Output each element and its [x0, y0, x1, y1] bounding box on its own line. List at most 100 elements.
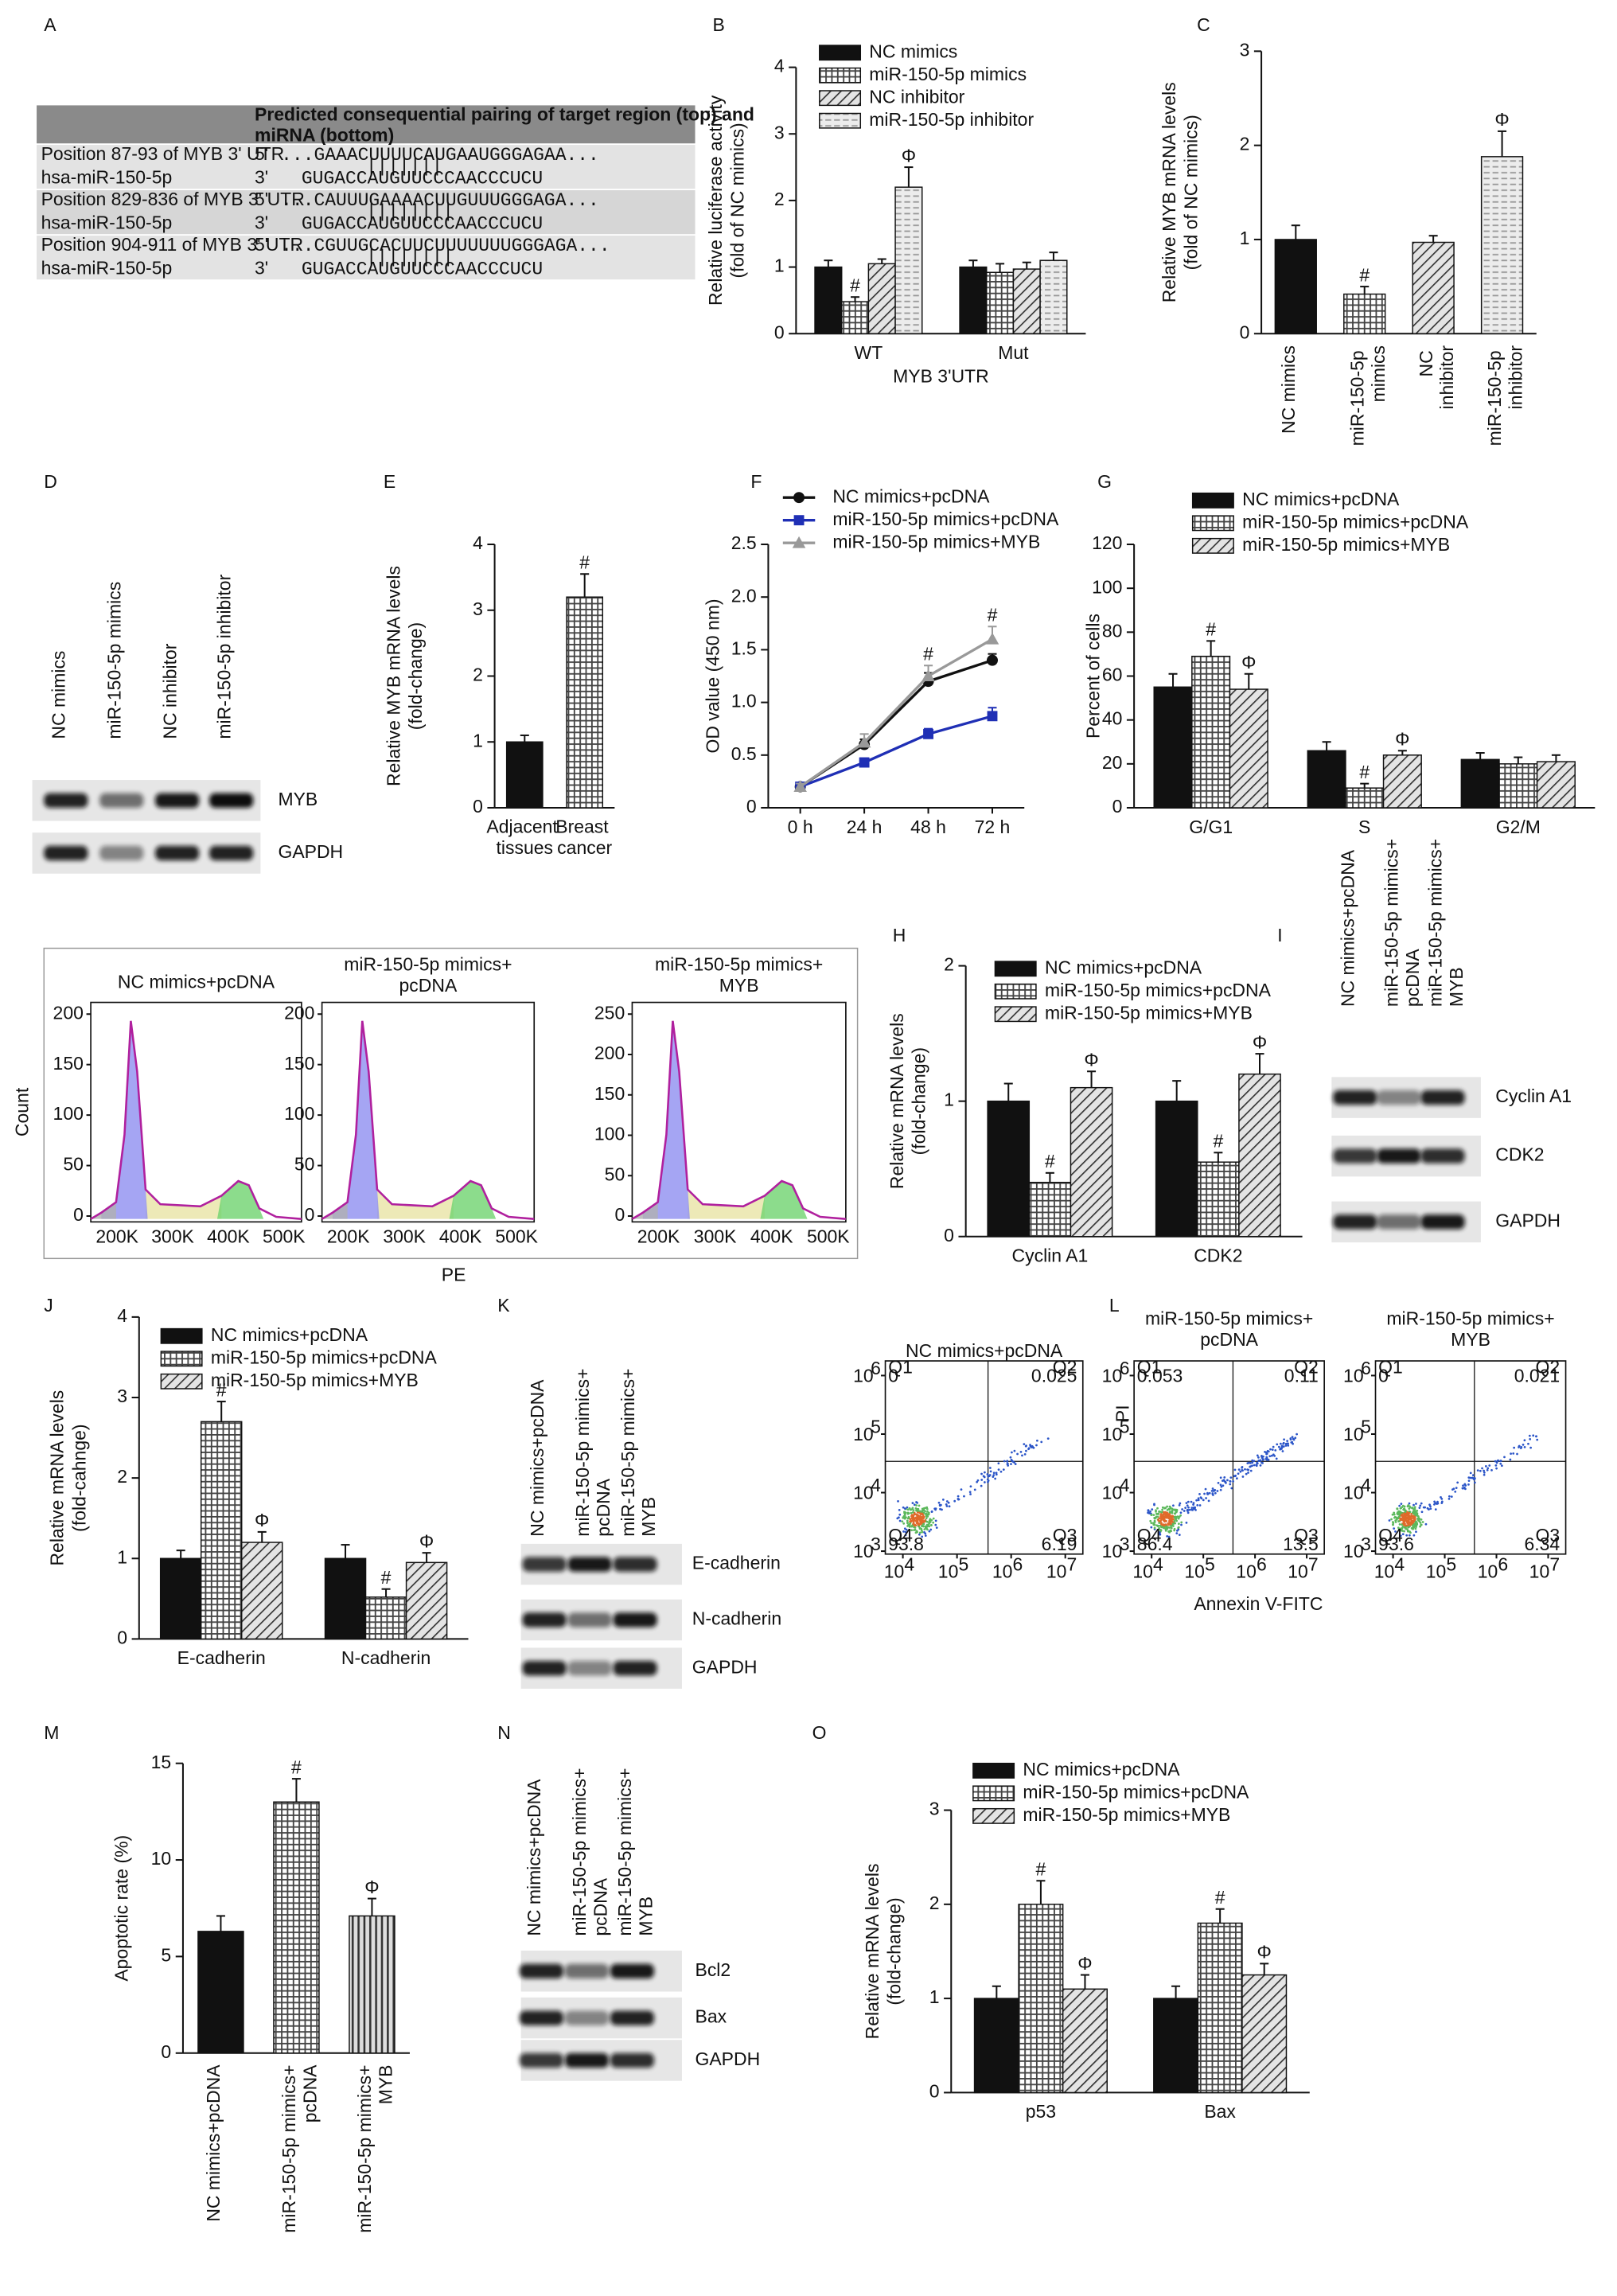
mirna-seq: GUGACCAUGUUCCCAACCCUCU: [302, 168, 543, 189]
event-dot: [903, 1517, 906, 1520]
event-dot: [1265, 1457, 1268, 1460]
quadrant-name: Q4: [1137, 1525, 1162, 1546]
legend-label: miR-150-5p mimics+pcDNA: [1242, 511, 1469, 532]
bar: [987, 1100, 1031, 1238]
x-tick-label: N-cadherin: [341, 1647, 431, 1668]
event-dot: [1147, 1509, 1150, 1511]
quadrant-value: 86.4: [1137, 1534, 1173, 1554]
event-dot: [925, 1525, 929, 1528]
event-dot: [1164, 1525, 1167, 1528]
event-dot: [1419, 1522, 1422, 1524]
event-dot: [957, 1498, 960, 1500]
event-dot: [1494, 1460, 1497, 1463]
x-tick-label: G2/M: [1496, 817, 1541, 837]
tick-exponent: 6: [1257, 1554, 1267, 1575]
significance-marker: #: [1036, 1858, 1046, 1879]
event-dot: [1462, 1484, 1464, 1487]
panel-letter: L: [1109, 1295, 1120, 1316]
y-tick-label: 2: [117, 1466, 127, 1487]
event-dot: [1186, 1504, 1189, 1507]
event-dot: [1495, 1467, 1498, 1470]
event-dot: [1185, 1522, 1188, 1524]
event-dot: [1185, 1502, 1188, 1504]
event-dot: [1398, 1523, 1401, 1526]
event-dot: [921, 1515, 924, 1518]
event-dot: [1407, 1523, 1410, 1526]
y-tick-label: 200: [594, 1043, 625, 1063]
event-dot: [1499, 1462, 1502, 1465]
blot-band: [209, 793, 254, 808]
event-dot: [909, 1522, 911, 1526]
event-dot: [1153, 1526, 1156, 1530]
event-dot: [1158, 1531, 1161, 1534]
event-dot: [1168, 1505, 1171, 1508]
event-dot: [1292, 1437, 1295, 1440]
target-seq: ...CAUUUGAAAACUUGUUUGGGAGA...: [281, 190, 599, 211]
lane-label: NC mimics+pcDNA: [527, 1379, 547, 1537]
event-dot: [1388, 1519, 1391, 1522]
tick-exponent: 7: [1067, 1554, 1077, 1575]
event-dot: [1510, 1452, 1512, 1455]
event-dot: [1256, 1461, 1258, 1464]
event-dot: [902, 1506, 905, 1509]
event-dot: [926, 1511, 929, 1513]
event-dot: [1448, 1498, 1451, 1500]
bar: [1460, 758, 1500, 809]
y-tick-label: 1: [944, 1090, 954, 1110]
event-dot: [1393, 1527, 1396, 1530]
event-dot: [1161, 1516, 1163, 1518]
event-dot: [1412, 1512, 1416, 1515]
bar: [1062, 1988, 1108, 2094]
event-dot: [1159, 1513, 1163, 1515]
quadrant-name: Q3: [1536, 1525, 1561, 1546]
y-tick-label: 3: [1240, 39, 1250, 60]
event-dot: [1206, 1491, 1209, 1495]
blot-band: [613, 1612, 657, 1627]
y-tick-label: 50: [63, 1154, 84, 1175]
x-tick-label: NC mimics: [1278, 345, 1299, 434]
event-dot: [1187, 1506, 1190, 1509]
y-axis-label: Relative luciferase activity: [705, 95, 726, 306]
event-dot: [913, 1524, 916, 1527]
band-label: GAPDH: [278, 841, 343, 862]
event-dot: [1408, 1511, 1411, 1514]
event-dot: [1204, 1487, 1207, 1491]
quadrant-name: Q4: [1378, 1525, 1403, 1546]
event-dot: [1237, 1472, 1240, 1475]
event-dot: [980, 1472, 983, 1475]
pairing: |||||||: [366, 157, 443, 177]
event-dot: [995, 1473, 998, 1476]
event-dot: [983, 1475, 986, 1479]
bar: [159, 1557, 202, 1640]
y-axis-label: Apoptotic rate (%): [111, 1835, 132, 1982]
event-dot: [947, 1501, 950, 1504]
event-dot: [1251, 1459, 1254, 1462]
event-dot: [1021, 1454, 1023, 1457]
tick-base: 10: [1529, 1561, 1550, 1582]
event-dot: [928, 1519, 931, 1522]
event-dot: [1456, 1481, 1459, 1484]
y-tick-label: 1: [1240, 228, 1250, 248]
event-dot: [901, 1520, 904, 1523]
legend-label: NC mimics+pcDNA: [832, 485, 990, 506]
event-dot: [918, 1533, 921, 1536]
bar: [1241, 1974, 1288, 2094]
tick-base: 10: [1374, 1561, 1395, 1582]
event-dot: [980, 1484, 983, 1487]
y-tick-label: 20: [1102, 752, 1123, 773]
panel-title: NC mimics+pcDNA: [906, 1340, 1063, 1361]
band-label: CDK2: [1495, 1144, 1544, 1165]
event-dot: [1194, 1506, 1196, 1509]
event-dot: [1429, 1507, 1432, 1511]
x-tick-label: 0 h: [788, 817, 813, 837]
tick-base: 10: [1478, 1561, 1498, 1582]
lane-label: miR-150-5p mimics+MYB: [1425, 839, 1467, 1007]
tick-base: 10: [992, 1561, 1013, 1582]
y-tick-label: 10: [151, 1848, 172, 1869]
event-dot: [1271, 1448, 1274, 1452]
x-tick-label: p53: [1026, 2101, 1056, 2122]
event-dot: [1424, 1522, 1428, 1526]
bar: [200, 1421, 243, 1640]
event-dot: [1410, 1512, 1412, 1515]
mirna-seq: GUGACCAUGUUCCCAACCCUCU: [302, 213, 543, 234]
